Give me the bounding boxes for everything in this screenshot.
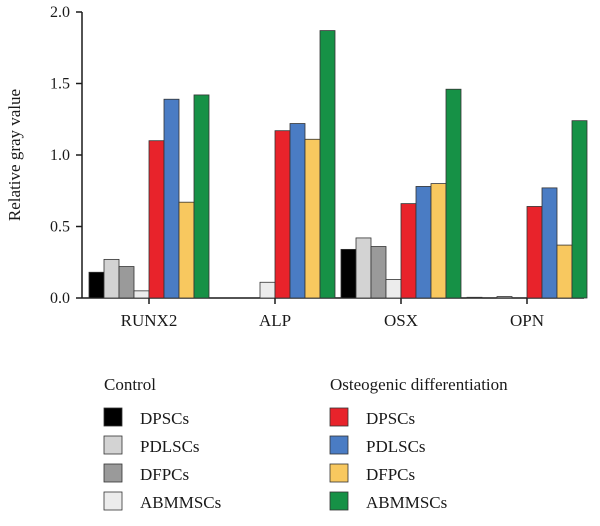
y-tick-label: 1.5 [50, 76, 70, 93]
bar-alp-osteogenic-dpscs [274, 130, 291, 299]
legend-swatch [103, 463, 123, 483]
legend-label: DPSCs [366, 409, 415, 428]
bar-opn-control-dpscs [466, 296, 483, 299]
bar-alp-osteogenic-dfpcs [304, 138, 321, 299]
bar-osx-osteogenic-pdlscs [415, 186, 432, 299]
bar-alp-osteogenic-abmmscs [319, 30, 336, 299]
bar-alp-osteogenic-pdlscs [289, 123, 306, 299]
bar-runx2-control-dfpcs [118, 266, 135, 299]
legend-label: ABMMSCs [140, 493, 221, 512]
bars [88, 30, 588, 299]
legend-swatch [329, 463, 349, 483]
x-tick-label: ALP [259, 311, 291, 330]
bar-opn-osteogenic-dfpcs [556, 244, 573, 299]
legend-group-title: Osteogenic differentiation [330, 375, 508, 394]
bar-runx2-osteogenic-dpscs [148, 140, 165, 299]
legend-label: PDLSCs [366, 437, 426, 456]
bar-runx2-control-pdlscs [103, 258, 120, 299]
bar-opn-control-dfpcs [496, 296, 513, 299]
legend-swatch [103, 491, 123, 511]
bar-osx-control-dfpcs [370, 246, 387, 299]
x-tick-label: OSX [384, 311, 418, 330]
bar-opn-osteogenic-abmmscs [571, 120, 588, 299]
bar-osx-osteogenic-abmmscs [445, 88, 462, 299]
y-axis-label: Relative gray value [5, 89, 24, 221]
bar-osx-control-pdlscs [355, 237, 372, 299]
y-tick-label: 0.0 [50, 290, 70, 307]
legend: Control DPSCs PDLSCs DFPCs ABMMSCs Osteogenic… [103, 375, 508, 512]
x-tick-labels: RUNX2 ALP OSX OPN [121, 311, 544, 330]
legend-swatch [329, 491, 349, 511]
legend-swatch [103, 435, 123, 455]
y-tick-label: 1.0 [50, 147, 70, 164]
x-tick-label: RUNX2 [121, 311, 178, 330]
y-tick-labels: 0.0 0.5 1.0 1.5 2.0 [50, 4, 70, 307]
bar-runx2-osteogenic-dfpcs [178, 201, 195, 299]
bar-osx-control-abmmscs [385, 279, 402, 299]
y-tick-label: 0.5 [50, 219, 70, 236]
legend-swatch [103, 407, 123, 427]
bar-runx2-control-abmmscs [133, 290, 150, 299]
bar-runx2-control-dpscs [88, 271, 105, 299]
x-tick-label: OPN [510, 311, 544, 330]
legend-label: DPSCs [140, 409, 189, 428]
bar-opn-osteogenic-dpscs [526, 206, 543, 299]
legend-label: ABMMSCs [366, 493, 447, 512]
legend-swatch [329, 435, 349, 455]
legend-swatch [329, 407, 349, 427]
bar-osx-control-dpscs [340, 248, 357, 299]
legend-label: DFPCs [140, 465, 189, 484]
bar-opn-osteogenic-pdlscs [541, 187, 558, 299]
legend-label: DFPCs [366, 465, 415, 484]
legend-group-title: Control [104, 375, 156, 394]
bar-runx2-osteogenic-pdlscs [163, 98, 180, 299]
bar-osx-osteogenic-dfpcs [430, 183, 447, 299]
bar-alp-control-abmmscs [259, 281, 276, 299]
bar-osx-osteogenic-dpscs [400, 203, 417, 299]
bar-runx2-osteogenic-abmmscs [193, 94, 210, 299]
y-tick-label: 2.0 [50, 4, 70, 21]
legend-label: PDLSCs [140, 437, 200, 456]
